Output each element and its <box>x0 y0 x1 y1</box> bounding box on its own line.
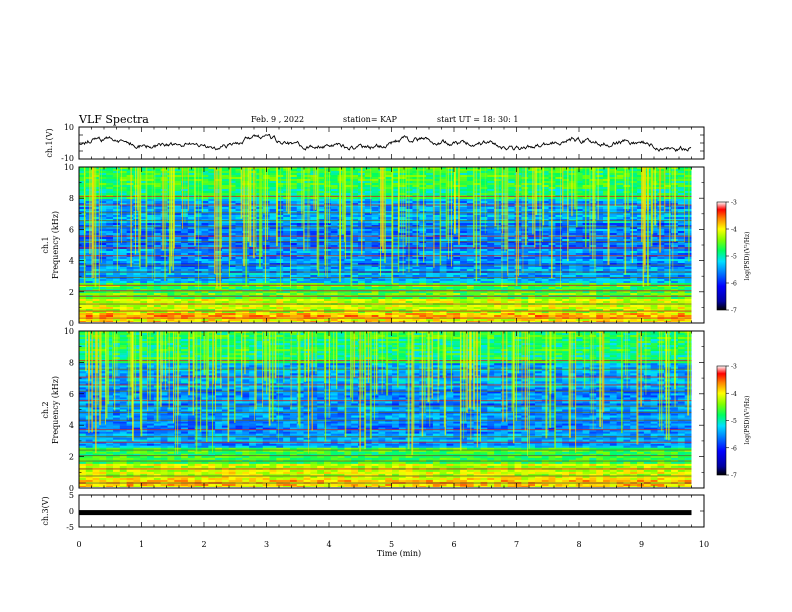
time-xtick-label: 8 <box>576 540 581 549</box>
ch1-spectrogram-ytick-label: 6 <box>69 225 74 234</box>
ch2-colorbar-label: log(PSD)(V²/Hz) <box>744 396 751 445</box>
ch1-spectrogram-ytick-label: 8 <box>69 194 74 203</box>
ch1-spectrogram-colorbar-tick-label: -5 <box>731 254 737 261</box>
ch1-ylabel: ch.1(V) <box>45 128 54 157</box>
ch1-spectrogram-panel: 0 2 4 6 8 10 ch.1 Frequency (kHz) <box>41 163 705 328</box>
ch2-spectrogram-colorbar-tick-label: -5 <box>731 418 737 425</box>
ch1-frequency-ylabel: Frequency (kHz) <box>51 211 60 279</box>
ch2-spectrogram-image <box>79 331 693 487</box>
time-xtick-label: 3 <box>264 540 269 549</box>
start-time-label: start UT = 18: 30: 1 <box>437 115 518 124</box>
date-label: Feb. 9 , 2022 <box>251 115 304 124</box>
ch2-channel-label: ch.2 <box>41 401 50 418</box>
ch1-spectrogram-ytick-label: 4 <box>69 257 74 266</box>
ch2-spectrogram-colorbar-tick-label: -7 <box>731 473 737 480</box>
chart-title: VLF Spectra <box>78 113 149 126</box>
ch3-ytick-top: 5 <box>69 491 74 500</box>
ch2-spectrogram-colorbar-tick-label: -3 <box>731 364 737 371</box>
ch1-colorbar-label: log(PSD)(V²/Hz) <box>744 232 751 281</box>
time-xtick-label: 2 <box>201 540 206 549</box>
ch2-spectrogram-ytick-label: 4 <box>69 421 74 430</box>
time-xtick-label: 7 <box>514 540 519 549</box>
ch2-spectrogram-panel: 0 2 4 6 8 10 ch.2 Frequency (kHz) <box>41 327 705 493</box>
time-xtick-label: 10 <box>699 540 709 549</box>
ch1-spectrogram-colorbar-tick-label: -6 <box>731 281 737 288</box>
ch3-waveform-line <box>79 510 692 516</box>
ch2-spectrogram-ytick-label: 10 <box>64 327 74 336</box>
ch2-spectrogram-colorbar-tick-label: -6 <box>731 445 737 452</box>
ch2-colorbar-gradient <box>716 365 727 476</box>
time-xlabel: Time (min) <box>377 549 421 558</box>
ch3-ytick-mid: 0 <box>69 507 74 516</box>
ch3-ylabel: ch.3(V) <box>41 496 50 525</box>
time-xtick-label: 5 <box>389 540 394 549</box>
ch1-spectrogram-ytick-label: 10 <box>64 163 74 172</box>
ch1-ytick-top: 10 <box>64 123 74 132</box>
ch2-frequency-ylabel: Frequency (kHz) <box>51 376 60 444</box>
ch1-spectrogram-ytick-label: 0 <box>69 319 74 328</box>
ch1-colorbar-gradient <box>716 201 727 311</box>
ch2-colorbar: -3 -4 -5 -6 -7 log(PSD)(V²/Hz) <box>716 364 751 480</box>
ch1-spectrogram-ytick-label: 2 <box>69 288 74 297</box>
ch1-spectrogram-image <box>79 167 693 322</box>
time-xtick-label: 9 <box>639 540 644 549</box>
ch1-channel-label: ch.1 <box>41 236 50 253</box>
time-xtick-label: 4 <box>326 540 331 549</box>
ch1-colorbar: -3 -4 -5 -6 -7 log(PSD)(V²/Hz) <box>716 200 751 315</box>
time-xtick-label: 6 <box>451 540 456 549</box>
ch2-spectrogram-ytick-label: 0 <box>69 484 74 493</box>
ch1-waveform-panel: 10 -10 ch.1(V) <box>45 123 705 163</box>
ch2-spectrogram-ytick-label: 2 <box>69 453 74 462</box>
station-label: station= KAP <box>343 115 398 124</box>
time-xtick-label: 0 <box>76 540 81 549</box>
ch2-spectrogram-colorbar-tick-label: -4 <box>731 391 737 398</box>
ch1-spectrogram-colorbar-tick-label: -7 <box>731 308 737 315</box>
ch1-spectrogram-colorbar-tick-label: -4 <box>731 227 737 234</box>
ch3-ytick-bottom: -5 <box>66 523 74 532</box>
ch1-ytick-bottom: -10 <box>61 154 74 163</box>
ch3-waveform-panel: 5 0 -5 ch.3(V) 0 1 2 3 4 5 6 7 8 9 10 Time (min) <box>41 491 709 558</box>
ch1-spectrogram-colorbar-tick-label: -3 <box>731 200 737 207</box>
ch2-spectrogram-ytick-label: 6 <box>69 390 74 399</box>
ch2-spectrogram-ytick-label: 8 <box>69 358 74 367</box>
time-xtick-label: 1 <box>139 540 144 549</box>
ch1-waveform-line <box>78 133 692 153</box>
